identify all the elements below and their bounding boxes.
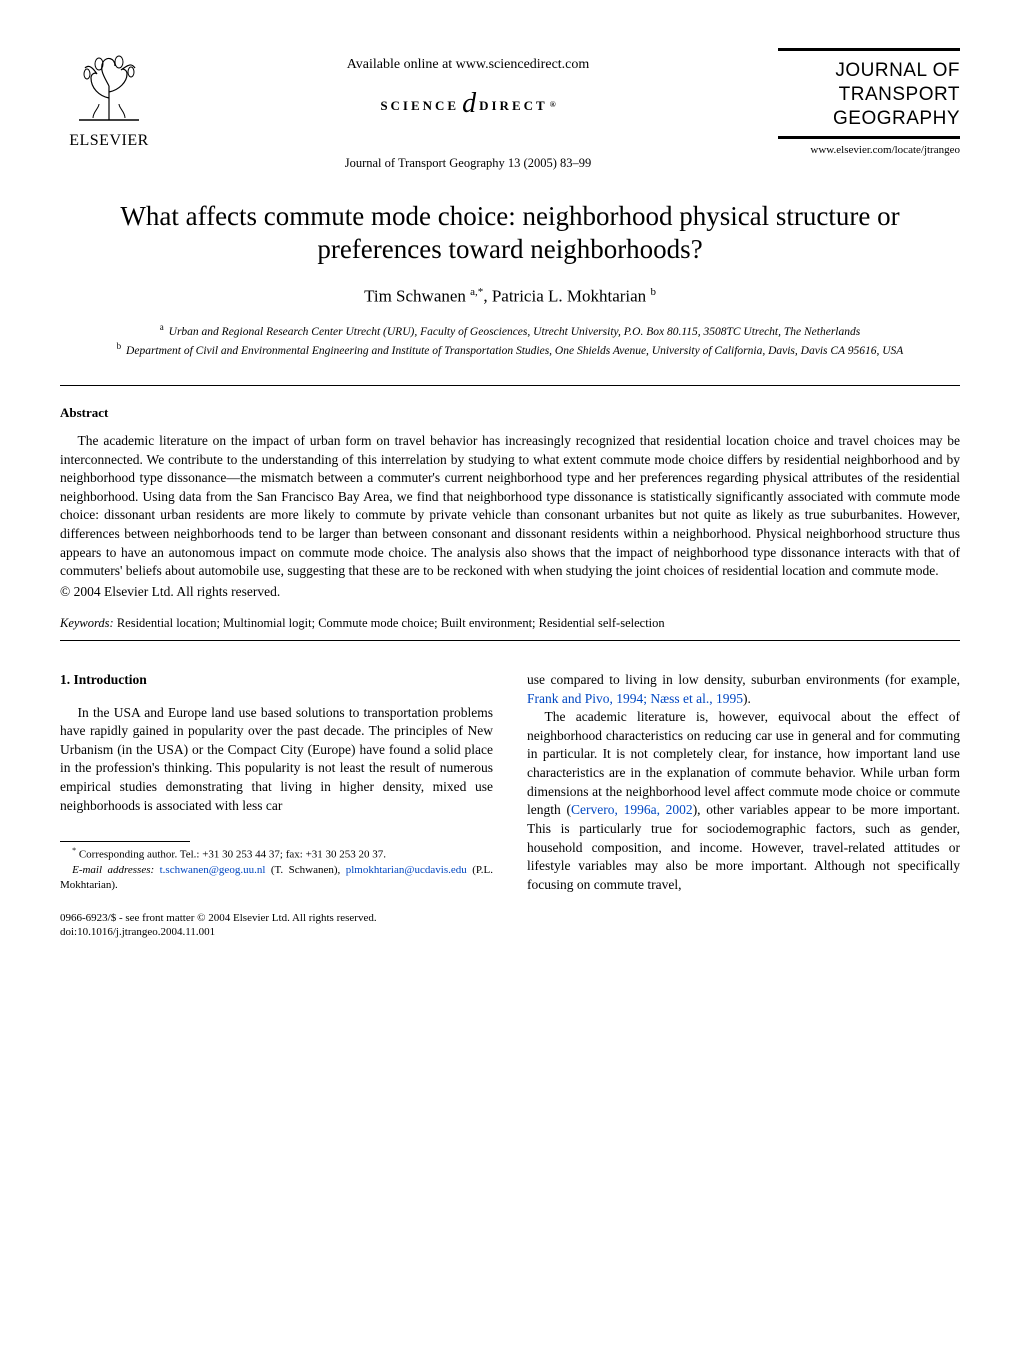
col2-p1-b: ). xyxy=(743,691,751,706)
col2-paragraph-1: use compared to living in low density, s… xyxy=(527,671,960,708)
journal-title-box: JOURNAL OF TRANSPORT GEOGRAPHY www.elsev… xyxy=(778,48,960,158)
publisher-logo-block: ELSEVIER xyxy=(60,48,158,152)
keywords-body: Residential location; Multinomial logit;… xyxy=(114,616,665,630)
author-1-affil-marker: a,* xyxy=(470,286,483,298)
journal-name-bordered: JOURNAL OF TRANSPORT GEOGRAPHY xyxy=(778,48,960,139)
front-matter-line: 0966-6923/$ - see front matter © 2004 El… xyxy=(60,911,493,926)
available-online-text: Available online at www.sciencedirect.co… xyxy=(158,56,778,75)
author-1: Tim Schwanen xyxy=(364,287,470,306)
page-header: ELSEVIER Available online at www.science… xyxy=(60,48,960,172)
author-separator: , Patricia L. Mokhtarian xyxy=(483,287,650,306)
intro-paragraph-1: In the USA and Europe land use based sol… xyxy=(60,704,493,816)
abstract-heading: Abstract xyxy=(60,404,960,422)
sd-text-right: DIRECT xyxy=(479,97,548,115)
email-name-1: (T. Schwanen), xyxy=(265,864,345,876)
email-footnote: E-mail addresses: t.schwanen@geog.uu.nl … xyxy=(60,863,493,893)
affiliation-b: b Department of Civil and Environmental … xyxy=(80,340,940,359)
section-1-heading: 1. Introduction xyxy=(60,671,493,690)
keywords-label: Keywords: xyxy=(60,616,114,630)
journal-name-line2: TRANSPORT xyxy=(778,83,960,107)
footnote-corr-text: Corresponding author. Tel.: +31 30 253 4… xyxy=(79,849,386,861)
article-title: What affects commute mode choice: neighb… xyxy=(100,200,920,268)
sd-text-left: SCIENCE xyxy=(380,97,459,115)
col2-paragraph-2: The academic literature is, however, equ… xyxy=(527,708,960,894)
col2-p1-a: use compared to living in low density, s… xyxy=(527,672,960,687)
affil-b-sup: b xyxy=(117,341,122,351)
affiliation-a: a Urban and Regional Research Center Utr… xyxy=(80,321,940,340)
doi-line: doi:10.1016/j.jtrangeo.2004.11.001 xyxy=(60,925,493,940)
citation-frank-pivo[interactable]: Frank and Pivo, 1994; Næss et al., 1995 xyxy=(527,691,743,706)
journal-url: www.elsevier.com/locate/jtrangeo xyxy=(778,143,960,158)
elsevier-tree-icon xyxy=(69,48,149,128)
email-label: E-mail addresses: xyxy=(72,864,154,876)
footnote-separator xyxy=(60,841,190,842)
keywords-line: Keywords: Residential location; Multinom… xyxy=(60,615,960,632)
footnote-star: * xyxy=(72,846,76,855)
column-right: use compared to living in low density, s… xyxy=(527,671,960,940)
sciencedirect-logo: SCIENCE d DIRECT ® xyxy=(380,87,555,125)
journal-name-line3: GEOGRAPHY xyxy=(778,107,960,131)
sd-d-icon: d xyxy=(462,85,476,123)
affil-b-text: Department of Civil and Environmental En… xyxy=(123,345,903,357)
corresponding-author-footnote: * Corresponding author. Tel.: +31 30 253… xyxy=(60,846,493,863)
header-center: Available online at www.sciencedirect.co… xyxy=(158,48,778,172)
journal-name-line1: JOURNAL OF xyxy=(778,59,960,83)
doi-block: 0966-6923/$ - see front matter © 2004 El… xyxy=(60,911,493,941)
sd-registered: ® xyxy=(550,100,556,111)
column-left: 1. Introduction In the USA and Europe la… xyxy=(60,671,493,940)
email-link-1[interactable]: t.schwanen@geog.uu.nl xyxy=(160,864,266,876)
citation-cervero[interactable]: Cervero, 1996a, 2002 xyxy=(571,802,693,817)
affil-a-text: Urban and Regional Research Center Utrec… xyxy=(166,325,860,337)
authors-line: Tim Schwanen a,*, Patricia L. Mokhtarian… xyxy=(60,285,960,309)
abstract-body: The academic literature on the impact of… xyxy=(60,432,960,581)
rule-below-keywords xyxy=(60,640,960,641)
email-link-2[interactable]: plmokhtarian@ucdavis.edu xyxy=(346,864,467,876)
rule-above-abstract xyxy=(60,385,960,386)
publisher-name: ELSEVIER xyxy=(60,130,158,152)
author-2-affil-marker: b xyxy=(650,286,656,298)
journal-reference: Journal of Transport Geography 13 (2005)… xyxy=(158,155,778,172)
affil-a-sup: a xyxy=(160,322,164,332)
abstract-copyright: © 2004 Elsevier Ltd. All rights reserved… xyxy=(60,583,960,601)
body-columns: 1. Introduction In the USA and Europe la… xyxy=(60,671,960,940)
